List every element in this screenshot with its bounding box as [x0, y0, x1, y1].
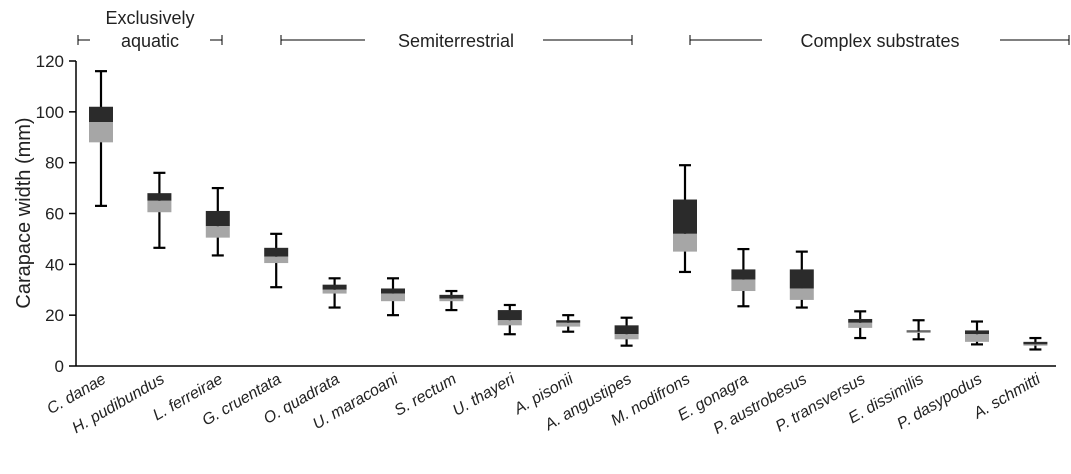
- box-lower-quartile: [556, 322, 581, 327]
- box-lower-quartile: [147, 200, 172, 213]
- y-tick-label: 120: [36, 52, 64, 71]
- box-upper-quartile: [731, 269, 756, 280]
- box-upper-quartile: [439, 294, 464, 299]
- y-tick-label: 40: [45, 255, 64, 274]
- box-lower-quartile: [848, 322, 873, 328]
- box-upper-quartile: [906, 330, 931, 332]
- y-tick-label: 20: [45, 306, 64, 325]
- box-upper-quartile: [147, 193, 172, 201]
- box-upper-quartile: [556, 320, 581, 323]
- box-upper-quartile: [848, 318, 873, 323]
- y-tick-label: 60: [45, 205, 64, 224]
- x-tick-label: S. rectum: [392, 371, 460, 420]
- box-lower-quartile: [731, 279, 756, 292]
- box-upper-quartile: [1023, 341, 1048, 345]
- box-lower-quartile: [614, 334, 639, 340]
- box-lower-quartile: [322, 289, 347, 294]
- box-upper-quartile: [965, 330, 989, 335]
- box-upper-quartile: [322, 284, 347, 290]
- x-tick-label: U. thayeri: [450, 371, 518, 420]
- box-lower-quartile: [381, 293, 405, 302]
- y-tick-label: 100: [36, 103, 64, 122]
- box-lower-quartile: [1023, 344, 1048, 346]
- box-lower-quartile: [89, 122, 113, 143]
- box-upper-quartile: [789, 269, 814, 289]
- box-lower-quartile: [205, 226, 230, 238]
- box-lower-quartile: [264, 256, 289, 264]
- y-ticks: 0 20 40 60 80 100 120: [36, 52, 76, 376]
- box-upper-quartile: [264, 247, 289, 257]
- box-upper-quartile: [89, 106, 113, 122]
- group-label: Exclusively: [105, 8, 194, 28]
- box-lower-quartile: [497, 320, 522, 326]
- box-upper-quartile: [614, 325, 639, 335]
- group-label: aquatic: [121, 31, 179, 51]
- group-label: Complex substrates: [800, 31, 959, 51]
- box-upper-quartile: [205, 210, 230, 227]
- y-axis-label: Carapace width (mm): [13, 117, 35, 308]
- box-lower-quartile: [965, 334, 989, 342]
- group-brackets: Exclusively aquatic Semiterrestrial Complex…: [77, 8, 1070, 51]
- box-series: [89, 70, 1048, 351]
- y-tick-label: 80: [45, 154, 64, 173]
- box-upper-quartile: [497, 310, 522, 321]
- y-tick-label: 0: [55, 357, 64, 376]
- box-lower-quartile: [789, 288, 814, 300]
- x-tick-label: A. schmitti: [970, 371, 1044, 423]
- box-upper-quartile: [381, 288, 405, 294]
- group-label: Semiterrestrial: [398, 31, 514, 51]
- box-lower-quartile: [906, 331, 931, 333]
- box-lower-quartile: [439, 298, 464, 302]
- box-upper-quartile: [673, 199, 697, 234]
- box-lower-quartile: [673, 233, 697, 252]
